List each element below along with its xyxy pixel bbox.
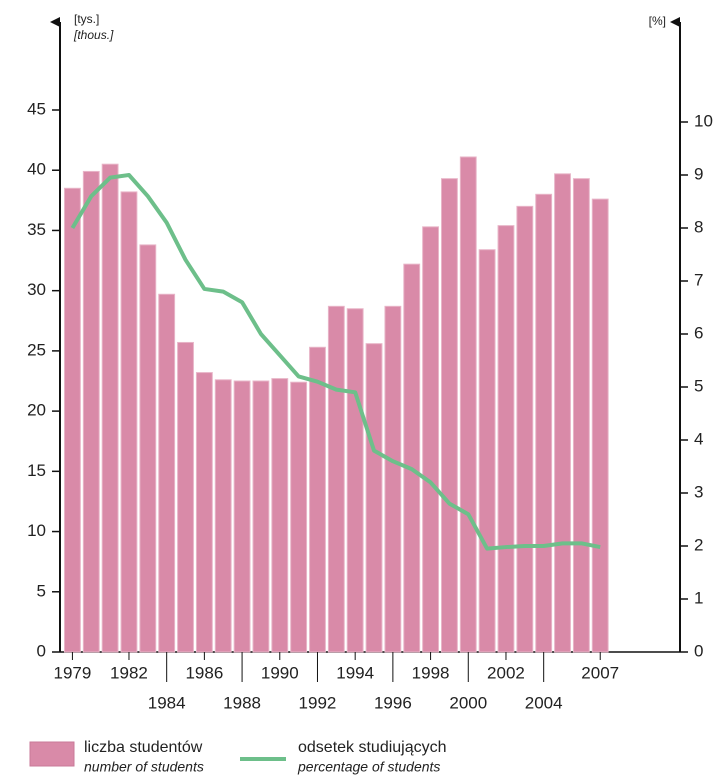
y-tick-label: 10 — [27, 521, 46, 540]
y-tick-label: 45 — [27, 99, 46, 118]
x-tick-label: 2004 — [525, 693, 563, 712]
bar — [554, 173, 571, 653]
y-axis-label: [tys.] — [74, 12, 99, 26]
bar — [365, 343, 383, 653]
y2-tick-label: 8 — [694, 217, 703, 236]
bar — [459, 156, 477, 653]
bar — [441, 178, 458, 653]
y2-tick-label: 10 — [694, 111, 713, 130]
y-tick-label: 25 — [27, 340, 46, 359]
y2-tick-label: 6 — [694, 323, 703, 342]
legend-label-en: percentage of students — [297, 759, 440, 775]
x-tick-label: 1979 — [54, 663, 92, 682]
bar — [290, 381, 308, 653]
y-axis-label-en: [thous.] — [73, 28, 114, 42]
y-tick-label: 40 — [27, 160, 46, 179]
x-tick-label: 1984 — [148, 693, 186, 712]
bar — [572, 178, 590, 653]
y-tick-label: 5 — [37, 581, 46, 600]
bar — [403, 263, 421, 653]
bar — [214, 379, 232, 653]
bar — [177, 341, 194, 653]
bar — [327, 305, 345, 653]
x-tick-label: 1986 — [185, 663, 223, 682]
y2-tick-label: 9 — [694, 164, 703, 183]
bar — [422, 226, 439, 653]
bar — [139, 244, 157, 653]
bar — [535, 193, 553, 653]
bar — [346, 308, 364, 653]
bar — [82, 170, 100, 653]
legend-label-en: number of students — [84, 759, 204, 775]
y2-tick-label: 3 — [694, 482, 703, 501]
bar — [309, 346, 326, 653]
x-tick-label: 2000 — [449, 693, 487, 712]
x-tick-label: 1982 — [110, 663, 148, 682]
bar — [384, 305, 402, 653]
y-tick-label: 20 — [27, 401, 46, 420]
y-tick-label: 15 — [27, 461, 46, 480]
x-tick-label: 1998 — [412, 663, 450, 682]
legend-swatch-bar — [29, 741, 75, 767]
x-tick-label: 1996 — [374, 693, 412, 712]
bar — [478, 249, 496, 653]
bar — [252, 380, 270, 653]
bar — [271, 378, 289, 653]
bar — [516, 205, 534, 653]
legend-label: odsetek studiujących — [298, 739, 447, 756]
y2-axis-label: [%] — [649, 14, 666, 28]
bar — [497, 225, 515, 653]
line — [70, 173, 601, 551]
bar — [591, 198, 609, 653]
bar — [195, 372, 213, 653]
bar — [120, 191, 138, 653]
bar — [64, 187, 81, 653]
x-tick-label: 1990 — [261, 663, 299, 682]
x-tick-label: 2002 — [487, 663, 525, 682]
y2-tick-label: 7 — [694, 270, 703, 289]
bar — [158, 293, 176, 653]
bar — [233, 380, 251, 653]
x-tick-label: 2007 — [581, 663, 619, 682]
x-tick-label: 1992 — [299, 693, 337, 712]
y-tick-label: 35 — [27, 220, 46, 239]
x-tick-label: 1988 — [223, 693, 261, 712]
y2-tick-label: 0 — [694, 641, 703, 660]
y2-tick-label: 2 — [694, 535, 703, 554]
y2-tick-label: 5 — [694, 376, 703, 395]
y-tick-label: 30 — [27, 280, 46, 299]
y2-tick-label: 1 — [694, 588, 703, 607]
legend-label: liczba studentów — [84, 739, 203, 756]
x-tick-label: 1994 — [336, 663, 374, 682]
bar — [101, 163, 119, 653]
y-tick-label: 0 — [37, 641, 46, 660]
y2-tick-label: 4 — [694, 429, 703, 448]
